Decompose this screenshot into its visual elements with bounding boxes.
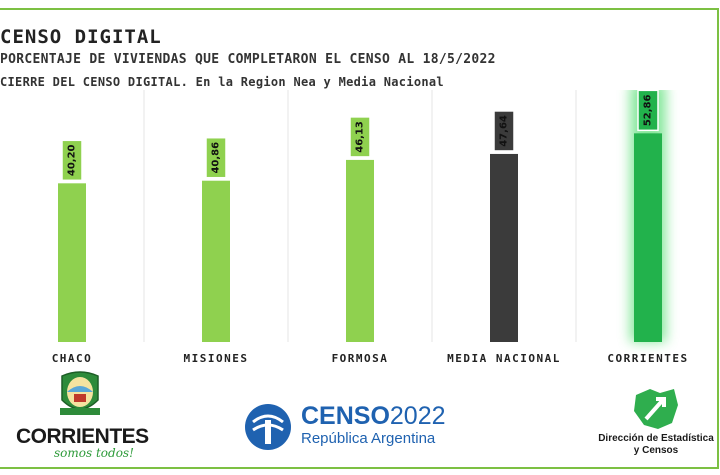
data-label: 40,20 [67,144,78,176]
bar-corrientes [634,133,662,342]
bar-misiones [202,180,230,342]
corrientes-name: CORRIENTES [16,425,149,448]
x-tick-label: MISIONES [184,352,249,365]
data-label-box [205,136,227,179]
data-label-box [349,116,371,158]
x-tick-label: CHACO [52,352,93,365]
x-tick-label: MEDIA NACIONAL [447,352,561,365]
corrientes-slogan: somos todos! [54,446,134,460]
coat-of-arms-icon [60,371,100,415]
chart-frame [0,8,719,469]
bar-chaco [58,183,86,342]
censo-year: 2022 [389,402,446,430]
chart-title: CENSO DIGITAL [0,26,162,48]
data-label: 40,86 [211,142,222,174]
censo-2022-logo: CENSO2022 República Argentina [243,400,483,452]
data-label: 52,86 [643,94,654,126]
bar-media-nacional [490,153,518,342]
censo-word: CENSO [301,402,390,430]
censo-country: República Argentina [301,430,436,447]
data-label-box [493,110,515,152]
bar-chart: 40,20 40,86 46,13 47,64 52,86 CHACO MISIONES F… [52,90,688,365]
data-label-box [637,90,659,132]
estadistica-line2: y Censos [633,445,679,456]
censo-wordmark: CENSO2022 [301,402,446,431]
map-arrow-icon [634,389,678,429]
x-tick-label: CORRIENTES [607,352,688,365]
corrientes-logo: CORRIENTES somos todos! [14,370,149,465]
x-tick-label: FORMOSA [332,352,389,365]
data-label: 46,13 [355,121,366,153]
censo-emblem-icon [245,404,291,450]
estadistica-logo: Dirección de Estadística y Censos [592,385,720,460]
estadistica-name: Dirección de Estadística y Censos [592,433,720,457]
estadistica-line1: Dirección de Estadística [598,433,714,444]
chart-subtitle-line2: CIERRE DEL CENSO DIGITAL. En la Region N… [0,75,444,89]
data-label: 47,64 [499,115,510,147]
chart-subtitle-line1: PORCENTAJE DE VIVIENDAS QUE COMPLETARON … [0,52,496,67]
data-label-box [61,139,83,182]
bar-formosa [346,159,374,342]
